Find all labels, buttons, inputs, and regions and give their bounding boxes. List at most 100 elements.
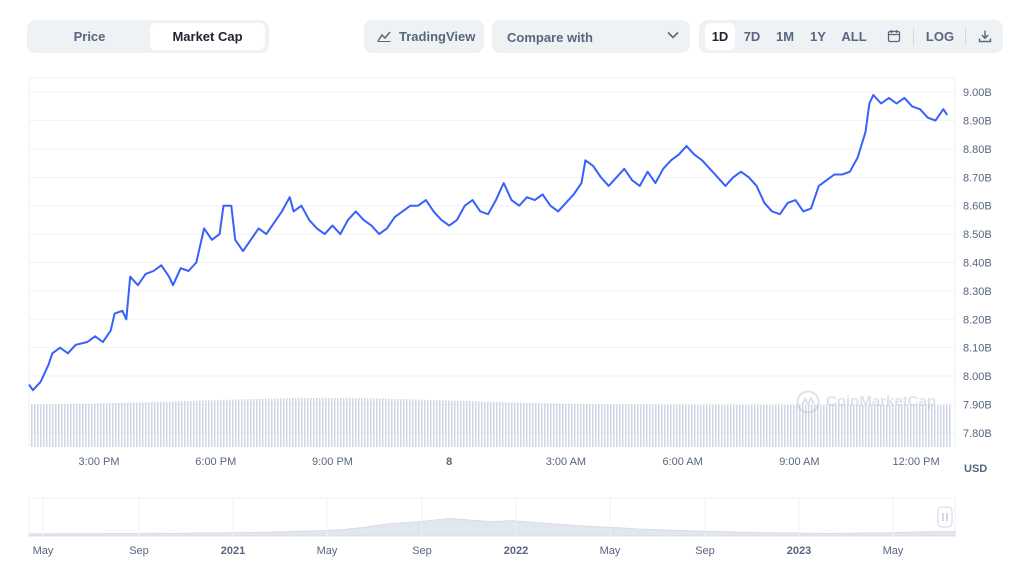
volume-bar: [823, 404, 825, 447]
log-scale-button[interactable]: LOG: [925, 29, 955, 44]
volume-bar: [292, 398, 294, 447]
volume-bar: [283, 398, 285, 447]
volume-bar: [457, 400, 459, 447]
market-cap-chart: 9.00B 8.90B 8.80B 8.70B 8.60B 8.50B 8.40B 8.30B…: [28, 77, 992, 468]
volume-bar: [790, 404, 792, 447]
volume-bar: [145, 402, 147, 447]
volume-bar: [37, 404, 39, 447]
volume-bar: [712, 404, 714, 447]
line-chart-icon: [377, 31, 391, 42]
volume-bar: [223, 399, 225, 447]
volume-bar: [898, 404, 900, 447]
volume-bar: [301, 398, 303, 447]
volume-bar: [733, 404, 735, 447]
volume-bar: [562, 403, 564, 447]
market-cap-tab[interactable]: Market Cap: [150, 23, 265, 50]
compare-with-dropdown[interactable]: Compare with: [492, 20, 690, 53]
volume-bar: [499, 402, 501, 447]
volume-bar: [118, 403, 120, 447]
navigator-handle[interactable]: [937, 506, 953, 528]
volume-bar: [193, 400, 195, 447]
volume-bar: [490, 401, 492, 447]
volume-bar: [739, 404, 741, 447]
volume-bar: [685, 404, 687, 447]
x-tick-label: 6:00 AM: [662, 456, 702, 468]
volume-bar: [583, 403, 585, 447]
volume-bar: [253, 398, 255, 447]
volume-bar: [634, 404, 636, 447]
volume-bar: [589, 404, 591, 447]
volume-bar: [190, 400, 192, 447]
volume-bar: [106, 403, 108, 447]
navigator-label: Sep: [129, 545, 149, 557]
volume-bar: [403, 399, 405, 447]
volume-bar: [238, 399, 240, 447]
range-1d-button[interactable]: 1D: [705, 23, 735, 50]
volume-bar: [793, 404, 795, 447]
volume-bar: [199, 400, 201, 447]
volume-bar: [763, 404, 765, 447]
volume-bar: [619, 404, 621, 447]
volume-bar: [871, 404, 873, 447]
volume-bar: [586, 404, 588, 447]
range-7d-button[interactable]: 7D: [743, 29, 761, 44]
volume-bar: [478, 401, 480, 447]
volume-bar: [934, 404, 936, 447]
divider: [913, 28, 914, 45]
volume-bar: [814, 404, 816, 447]
y-tick-label: 7.90B: [963, 399, 992, 411]
range-all-button[interactable]: ALL: [841, 29, 867, 44]
x-tick-label: 8: [446, 456, 452, 468]
volume-bar: [247, 399, 249, 447]
volume-bar: [289, 398, 291, 447]
volume-bar: [268, 398, 270, 447]
volume-bar: [58, 404, 60, 447]
volume-bar: [508, 402, 510, 447]
volume-bar: [331, 398, 333, 447]
y-tick-label: 9.00B: [963, 87, 992, 99]
volume-bar: [544, 403, 546, 447]
market-cap-line: [28, 94, 949, 392]
volume-bar: [439, 400, 441, 447]
volume-bar: [274, 398, 276, 447]
volume-bar: [358, 398, 360, 447]
volume-bar: [664, 404, 666, 447]
navigator-series: [28, 497, 956, 537]
volume-bar: [745, 404, 747, 447]
volume-bar: [427, 399, 429, 447]
date-range-button[interactable]: [880, 23, 908, 50]
volume-bar: [820, 404, 822, 447]
y-tick-label: 8.50B: [963, 229, 992, 241]
volume-bar: [328, 398, 330, 447]
volume-bar: [85, 403, 87, 447]
navigator-handle-body[interactable]: [937, 506, 953, 528]
price-tab[interactable]: Price: [73, 29, 106, 44]
chart-toolbar: Price Market Cap TradingView Compare wit…: [0, 0, 1010, 70]
navigator-label: 2023: [787, 545, 811, 557]
tradingview-button[interactable]: TradingView: [364, 20, 484, 53]
volume-bar: [649, 404, 651, 447]
time-range-selector: 1D 7D 1M 1Y ALL LOG: [699, 20, 1003, 53]
volume-bar: [124, 402, 126, 447]
range-navigator[interactable]: May Sep 2021 May Sep 2022 May Sep 2023 May: [0, 490, 1010, 580]
volume-bar: [424, 399, 426, 447]
volume-bar: [889, 404, 891, 447]
volume-bar: [841, 404, 843, 447]
volume-bar: [67, 403, 69, 447]
volume-bar: [184, 401, 186, 447]
volume-bar: [484, 401, 486, 447]
volume-bar: [493, 401, 495, 447]
download-button[interactable]: [971, 23, 999, 50]
range-1y-button[interactable]: 1Y: [810, 29, 826, 44]
volume-bar: [139, 402, 141, 447]
volume-bar: [304, 398, 306, 447]
volume-bar: [337, 398, 339, 447]
volume-bar: [388, 398, 390, 447]
volume-bar: [910, 404, 912, 447]
range-1m-button[interactable]: 1M: [775, 29, 795, 44]
volume-bar: [787, 404, 789, 447]
volume-bar: [166, 401, 168, 447]
volume-bar: [313, 398, 315, 447]
volume-bar: [61, 404, 63, 447]
volume-bar: [412, 399, 414, 447]
